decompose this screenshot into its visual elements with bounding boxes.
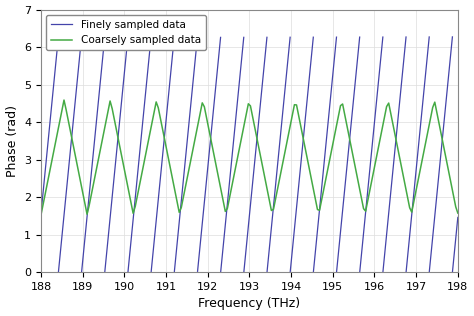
Finely sampled data	[38, 212, 44, 216]
Finely sampled data	[42, 175, 47, 179]
Coarsely sampled data	[55, 130, 61, 133]
Coarsely sampled data	[38, 213, 44, 217]
Finely sampled data	[46, 128, 52, 132]
Line: Finely sampled data: Finely sampled data	[41, 37, 58, 214]
Finely sampled data	[54, 54, 59, 58]
Finely sampled data	[38, 210, 44, 214]
Coarsely sampled data	[151, 111, 157, 114]
Legend: Finely sampled data, Coarsely sampled data: Finely sampled data, Coarsely sampled da…	[46, 15, 206, 50]
Y-axis label: Phase (rad): Phase (rad)	[6, 105, 18, 177]
Line: Coarsely sampled data: Coarsely sampled data	[41, 100, 458, 215]
X-axis label: Frequency (THz): Frequency (THz)	[198, 297, 301, 310]
Coarsely sampled data	[436, 121, 442, 125]
Coarsely sampled data	[118, 149, 123, 152]
Finely sampled data	[55, 35, 61, 39]
Coarsely sampled data	[421, 148, 427, 151]
Coarsely sampled data	[61, 98, 67, 102]
Coarsely sampled data	[65, 118, 71, 122]
Coarsely sampled data	[455, 211, 461, 215]
Finely sampled data	[53, 64, 58, 68]
Finely sampled data	[47, 124, 53, 128]
